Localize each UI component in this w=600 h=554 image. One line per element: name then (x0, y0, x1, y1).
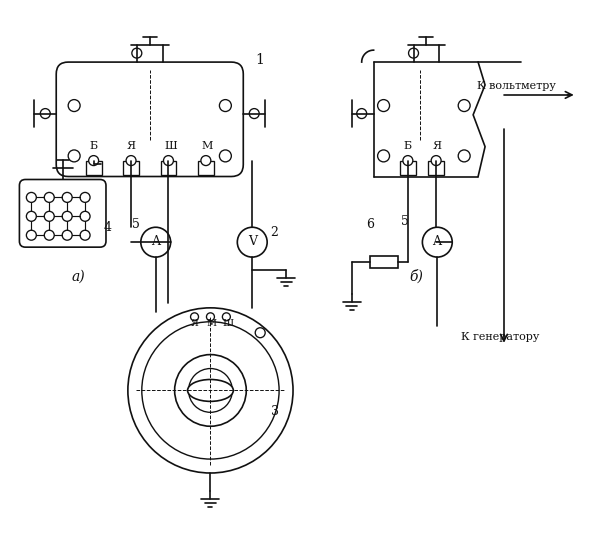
FancyBboxPatch shape (56, 62, 243, 177)
Circle shape (377, 100, 389, 111)
Circle shape (238, 227, 267, 257)
Text: A: A (151, 235, 160, 248)
Text: 2: 2 (270, 226, 278, 239)
Circle shape (220, 100, 232, 111)
Circle shape (458, 150, 470, 162)
Circle shape (26, 192, 37, 202)
Circle shape (206, 313, 214, 321)
Circle shape (62, 230, 72, 240)
Bar (123, 161, 139, 175)
Circle shape (249, 109, 259, 119)
Text: 6: 6 (365, 218, 374, 231)
Circle shape (132, 48, 142, 58)
Bar (198, 161, 214, 175)
Text: Я: Я (127, 141, 136, 151)
Text: б): б) (409, 270, 424, 284)
Bar (86, 161, 101, 175)
Text: М: М (202, 141, 213, 151)
Circle shape (357, 109, 367, 119)
Circle shape (80, 192, 90, 202)
Circle shape (200, 381, 220, 401)
Text: Я: Я (191, 319, 199, 328)
Circle shape (26, 211, 37, 221)
Circle shape (80, 230, 90, 240)
Circle shape (128, 308, 293, 473)
Text: К генератору: К генератору (461, 332, 539, 342)
Circle shape (458, 100, 470, 111)
Circle shape (403, 156, 413, 166)
Circle shape (68, 100, 80, 111)
Text: 5: 5 (132, 218, 140, 231)
Text: К вольтметру: К вольтметру (477, 81, 556, 91)
Bar (370, 256, 398, 268)
Text: Ш: Ш (223, 319, 233, 328)
FancyBboxPatch shape (19, 179, 106, 247)
Text: Ш: Ш (164, 141, 177, 151)
Text: 4: 4 (104, 221, 112, 234)
Circle shape (163, 156, 173, 166)
Bar (400, 161, 416, 175)
Text: Б: Б (89, 141, 98, 151)
Text: Я: Я (432, 141, 441, 151)
Circle shape (377, 150, 389, 162)
Circle shape (422, 227, 452, 257)
Bar (428, 161, 444, 175)
Circle shape (188, 368, 232, 412)
Text: 5: 5 (401, 216, 409, 228)
Text: М: М (206, 319, 217, 328)
Circle shape (220, 150, 232, 162)
Ellipse shape (188, 379, 233, 402)
Circle shape (141, 227, 170, 257)
Circle shape (62, 192, 72, 202)
Circle shape (142, 322, 279, 459)
Circle shape (44, 192, 54, 202)
Circle shape (26, 230, 37, 240)
Text: 1: 1 (255, 53, 264, 67)
Circle shape (409, 48, 419, 58)
Circle shape (68, 150, 80, 162)
Text: V: V (248, 235, 257, 248)
Circle shape (62, 211, 72, 221)
Circle shape (431, 156, 441, 166)
Circle shape (175, 355, 246, 426)
Circle shape (44, 230, 54, 240)
Text: 3: 3 (271, 406, 279, 418)
Bar (161, 161, 176, 175)
Circle shape (191, 313, 199, 321)
Text: A: A (433, 235, 442, 248)
Circle shape (44, 211, 54, 221)
Text: а): а) (71, 270, 85, 284)
Circle shape (255, 328, 265, 338)
Circle shape (201, 156, 211, 166)
Circle shape (89, 156, 98, 166)
Circle shape (80, 211, 90, 221)
Circle shape (223, 313, 230, 321)
Text: Б: Б (404, 141, 412, 151)
Circle shape (126, 156, 136, 166)
Circle shape (40, 109, 50, 119)
